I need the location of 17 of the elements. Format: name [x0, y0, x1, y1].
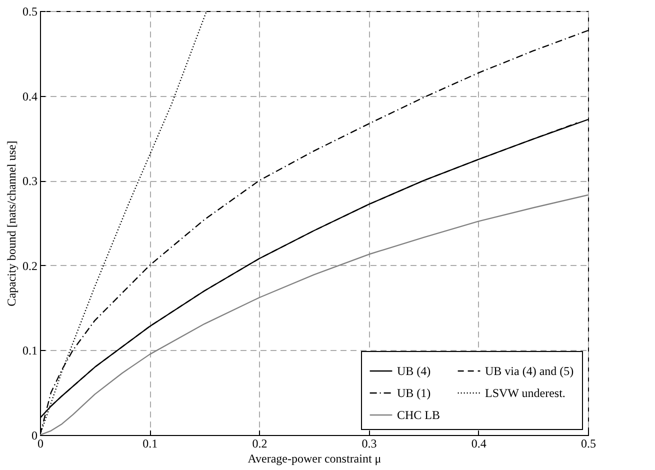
legend-label: LSVW underest. [485, 386, 566, 400]
x-tick-label: 0.2 [252, 436, 268, 450]
legend-label: UB (1) [397, 386, 431, 400]
y-axis-title: Capacity bound [nats/channel use] [4, 140, 18, 306]
x-tick-label: 0.4 [471, 436, 486, 450]
y-tick-label: 0.1 [22, 344, 38, 358]
legend-label: UB (4) [397, 364, 431, 378]
x-tick-label: 0.5 [581, 436, 596, 450]
legend-label: CHC LB [397, 408, 440, 422]
y-tick-label: 0.4 [22, 89, 38, 104]
y-tick-label: 0.2 [22, 258, 38, 273]
x-axis-title: Average-power constraint μ [248, 452, 382, 466]
x-tick-label: 0.1 [142, 436, 158, 450]
legend-label: UB via (4) and (5) [485, 364, 574, 378]
x-tick-label: 0.3 [362, 436, 377, 450]
y-tick-label: 0.3 [22, 174, 38, 188]
y-tick-label: 0.5 [22, 4, 38, 18]
